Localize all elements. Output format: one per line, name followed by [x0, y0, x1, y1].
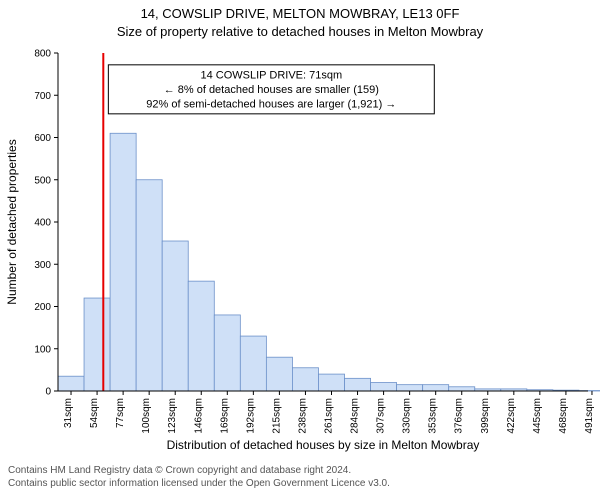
x-tick-label: 399sqm — [480, 398, 491, 434]
histogram-bar — [188, 281, 214, 391]
attribution: Contains HM Land Registry data © Crown c… — [0, 463, 600, 490]
chart-area: 0 100 200 300 400 500 600 700 800 Number of detac… — [0, 43, 600, 463]
x-tick-label: 215sqm — [271, 398, 282, 434]
x-tick-label: 491sqm — [584, 398, 595, 434]
x-tick-label: 422sqm — [506, 398, 517, 434]
histogram-bar — [423, 385, 449, 391]
y-axis-label: Number of detached properties — [5, 139, 19, 304]
x-tick-label: 330sqm — [402, 398, 413, 434]
histogram-bar — [371, 383, 397, 391]
y-tick-label: 100 — [34, 344, 51, 355]
histogram-bar — [449, 387, 475, 391]
y-tick-label: 0 — [45, 387, 51, 398]
y-tick-label: 800 — [34, 49, 51, 60]
x-tick-label: 169sqm — [219, 398, 230, 434]
y-tick-label: 700 — [34, 91, 51, 102]
histogram-bar — [58, 376, 84, 391]
x-tick-label: 100sqm — [141, 398, 152, 434]
annotation-line: 14 COWSLIP DRIVE: 71sqm — [201, 70, 343, 82]
chart-title-address: 14, COWSLIP DRIVE, MELTON MOWBRAY, LE13 … — [0, 6, 600, 22]
x-tick-label: 376sqm — [454, 398, 465, 434]
y-tick-label: 300 — [34, 260, 51, 271]
x-tick-label: 284sqm — [350, 398, 361, 434]
x-tick-label: 468sqm — [558, 398, 569, 434]
histogram-bar — [397, 385, 423, 391]
histogram-svg: 0 100 200 300 400 500 600 700 800 Number of detac… — [0, 43, 600, 463]
x-tick-label: 192sqm — [245, 398, 256, 434]
y-tick-label: 200 — [34, 302, 51, 313]
annotation-line: ← 8% of detached houses are smaller (159… — [164, 84, 379, 96]
histogram-bar — [84, 298, 110, 391]
y-tick-label: 600 — [34, 133, 51, 144]
x-tick-label: 146sqm — [193, 398, 204, 434]
y-tick-label: 500 — [34, 175, 51, 186]
annotation-line: 92% of semi-detached houses are larger (… — [146, 99, 396, 111]
x-tick-label: 445sqm — [532, 398, 543, 434]
x-tick-label: 54sqm — [89, 398, 100, 428]
x-tick-label: 77sqm — [115, 398, 126, 428]
histogram-bar — [292, 368, 318, 391]
chart-subtitle: Size of property relative to detached ho… — [0, 24, 600, 40]
histogram-bar — [110, 133, 136, 391]
y-tick-label: 400 — [34, 218, 51, 229]
histogram-bar — [345, 379, 371, 392]
x-tick-label: 238sqm — [297, 398, 308, 434]
histogram-bar — [240, 336, 266, 391]
attribution-line-1: Contains HM Land Registry data © Crown c… — [8, 465, 592, 478]
x-tick-label: 307sqm — [376, 398, 387, 434]
x-tick-label: 31sqm — [63, 398, 74, 428]
attribution-line-2: Contains public sector information licen… — [8, 478, 592, 491]
histogram-bar — [318, 374, 344, 391]
histogram-bar — [266, 357, 292, 391]
x-axis-label: Distribution of detached houses by size … — [167, 438, 480, 452]
x-tick-label: 261sqm — [323, 398, 334, 434]
histogram-bar — [214, 315, 240, 391]
chart-titles: 14, COWSLIP DRIVE, MELTON MOWBRAY, LE13 … — [0, 6, 600, 39]
histogram-bar — [162, 241, 188, 391]
histogram-bar — [136, 180, 162, 391]
x-tick-label: 123sqm — [167, 398, 178, 434]
x-tick-label: 353sqm — [428, 398, 439, 434]
